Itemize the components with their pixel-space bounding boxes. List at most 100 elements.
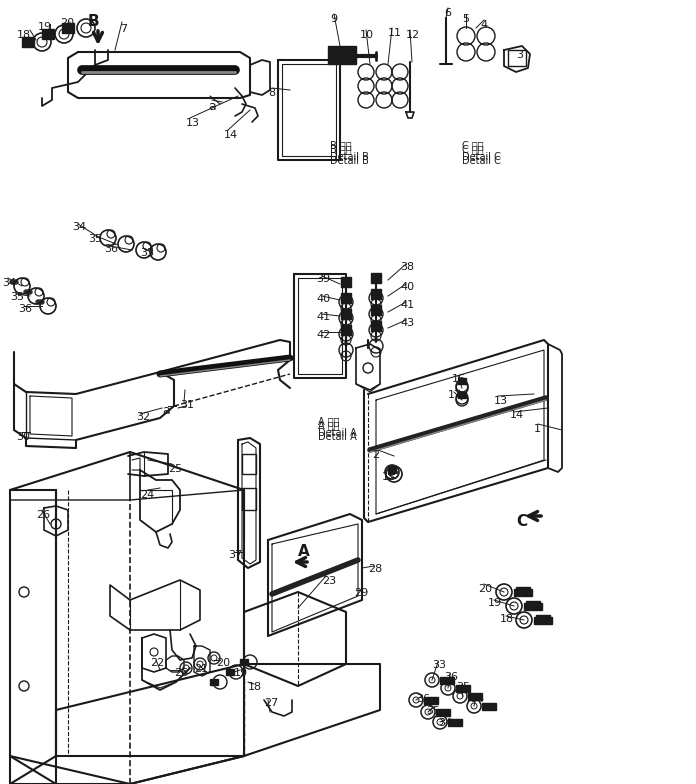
Text: 8: 8 [268, 88, 275, 98]
Text: C 詳細
Detail C: C 詳細 Detail C [462, 144, 501, 165]
Text: 25: 25 [168, 464, 182, 474]
Bar [514, 589, 532, 596]
Text: B 詳細
Detail B: B 詳細 Detail B [330, 140, 369, 162]
Text: 42: 42 [316, 330, 330, 340]
Text: 33: 33 [140, 248, 154, 258]
Text: 40: 40 [400, 282, 414, 292]
Bar [371, 289, 381, 299]
Text: 6: 6 [444, 8, 451, 18]
Text: 38: 38 [400, 262, 414, 272]
Text: 34: 34 [438, 718, 452, 728]
Text: 41: 41 [316, 312, 330, 322]
Bar [458, 392, 466, 398]
Bar [341, 277, 351, 287]
Text: 34: 34 [72, 222, 86, 232]
Bar [516, 587, 530, 590]
Text: 10: 10 [360, 30, 374, 40]
Text: 19: 19 [234, 668, 248, 678]
Bar [62, 23, 74, 33]
Bar [536, 615, 550, 618]
Text: 24: 24 [140, 490, 155, 500]
Text: 36: 36 [18, 304, 32, 314]
Text: 43: 43 [400, 318, 414, 328]
Text: a: a [208, 100, 216, 113]
Text: 41: 41 [400, 300, 414, 310]
Bar [468, 693, 482, 700]
Text: C: C [516, 514, 527, 529]
Text: 19: 19 [488, 598, 502, 608]
Bar [226, 669, 234, 675]
Bar [456, 685, 470, 692]
Text: 20: 20 [478, 584, 492, 594]
Text: 39: 39 [316, 274, 330, 284]
Text: 20: 20 [60, 18, 74, 28]
Text: 36: 36 [104, 244, 118, 254]
Text: 18: 18 [248, 682, 262, 692]
Text: 26: 26 [174, 668, 188, 678]
Text: 35: 35 [88, 234, 102, 244]
Text: 7: 7 [120, 24, 127, 34]
Text: 35: 35 [10, 292, 24, 302]
Text: C 詳細
Detail C: C 詳細 Detail C [462, 140, 501, 162]
Text: 17: 17 [448, 390, 462, 400]
Bar [534, 617, 552, 624]
Text: 37: 37 [228, 550, 242, 560]
Text: 19: 19 [38, 22, 52, 32]
Text: 28: 28 [368, 564, 382, 574]
Bar [341, 325, 351, 335]
Text: 26: 26 [36, 510, 50, 520]
Text: 40: 40 [316, 294, 330, 304]
Bar [22, 37, 34, 47]
Bar [458, 378, 466, 384]
Text: B 詳細
Detail B: B 詳細 Detail B [330, 144, 369, 165]
Text: 34: 34 [470, 694, 484, 704]
Text: 36: 36 [416, 694, 430, 704]
Bar [371, 305, 381, 315]
Bar [341, 293, 351, 303]
Text: 35: 35 [456, 682, 470, 692]
Text: 22: 22 [150, 658, 164, 668]
Text: 14: 14 [510, 410, 524, 420]
Text: 36: 36 [444, 672, 458, 682]
Text: 3: 3 [516, 50, 523, 60]
Bar [328, 46, 356, 64]
Bar [448, 719, 462, 726]
Text: 16: 16 [452, 374, 466, 384]
Text: 9: 9 [330, 14, 337, 24]
Bar [508, 50, 526, 66]
Text: 11: 11 [388, 28, 402, 38]
Text: 14: 14 [224, 130, 238, 140]
Text: a: a [162, 404, 170, 417]
Text: 31: 31 [180, 400, 194, 410]
Text: 35: 35 [426, 706, 440, 716]
Text: 2: 2 [372, 450, 379, 460]
Text: 1: 1 [534, 424, 541, 434]
Text: 5: 5 [462, 14, 469, 24]
Bar [371, 273, 381, 283]
Bar [371, 321, 381, 331]
Text: 34: 34 [2, 278, 16, 288]
Bar [341, 309, 351, 319]
Text: 20: 20 [216, 658, 230, 668]
Text: 18: 18 [17, 30, 31, 40]
Text: A 詳細
Detail A: A 詳細 Detail A [318, 420, 357, 441]
Bar [424, 697, 438, 704]
Bar [440, 677, 454, 684]
Text: 33: 33 [432, 660, 446, 670]
Bar [482, 703, 496, 710]
Text: 32: 32 [136, 412, 150, 422]
Bar [436, 709, 450, 716]
Bar [240, 659, 248, 665]
Text: 29: 29 [354, 588, 368, 598]
Bar [210, 679, 218, 685]
Text: A 詳細
Detail A: A 詳細 Detail A [318, 416, 357, 437]
Text: 4: 4 [480, 20, 487, 30]
Text: 30: 30 [16, 432, 30, 442]
Bar [242, 488, 256, 510]
Text: 27: 27 [264, 698, 278, 708]
Text: 15: 15 [382, 472, 396, 482]
Text: 13: 13 [494, 396, 508, 406]
Text: 23: 23 [322, 576, 336, 586]
Bar [242, 454, 256, 474]
Text: 21: 21 [194, 664, 208, 674]
